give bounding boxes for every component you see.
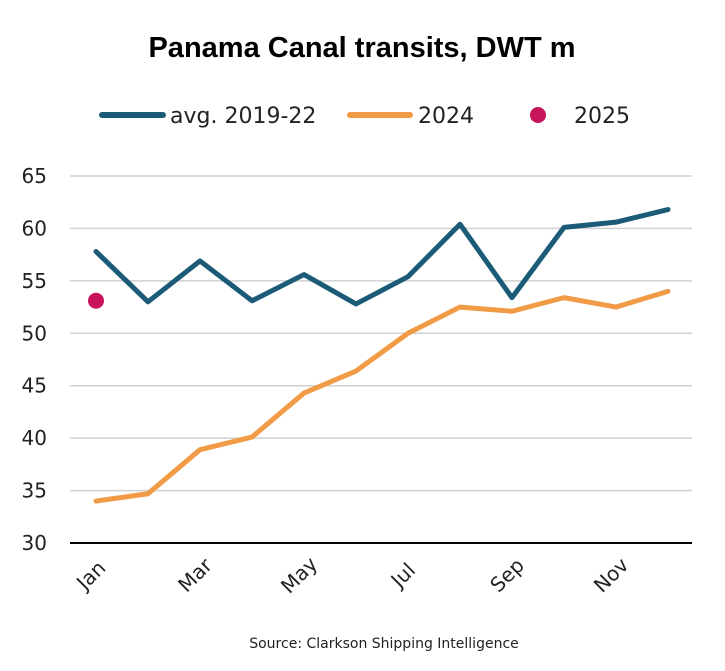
legend: avg. 2019-22 2024 2025: [99, 104, 630, 129]
series-line-1: [93, 288, 671, 504]
y-tick-label: 55: [22, 269, 47, 293]
x-tick-label: Jan: [70, 556, 110, 596]
legend-label-avg: avg. 2019-22: [170, 104, 316, 129]
legend-swatch-2025: [530, 107, 546, 123]
y-axis-ticks: 30 35 40 45 50 55 60 65: [22, 164, 47, 555]
y-tick-label: 35: [22, 479, 47, 503]
series-line-0: [93, 207, 671, 307]
y-tick-label: 65: [22, 164, 47, 188]
series-layer: [88, 207, 671, 504]
y-tick-label: 50: [22, 321, 47, 345]
x-tick-label: Jul: [385, 558, 420, 593]
y-tick-label: 30: [22, 531, 47, 555]
grid-layer: [70, 175, 692, 544]
y-tick-label: 45: [22, 374, 47, 398]
y-tick-label: 60: [22, 216, 47, 240]
source-note: Source: Clarkson Shipping Intelligence: [249, 636, 519, 652]
series-point-2: [88, 292, 104, 309]
legend-label-2025: 2025: [574, 104, 630, 129]
x-tick-label: Nov: [589, 553, 634, 598]
y-tick-label: 40: [22, 426, 47, 450]
x-tick-label: Mar: [173, 553, 217, 597]
x-axis-ticks: Jan Mar May Jul Sep Nov: [70, 552, 633, 598]
legend-label-2024: 2024: [418, 104, 474, 129]
x-tick-label: Sep: [485, 553, 529, 597]
chart-title: Panama Canal transits, DWT m: [148, 32, 575, 64]
x-tick-label: May: [276, 552, 322, 598]
